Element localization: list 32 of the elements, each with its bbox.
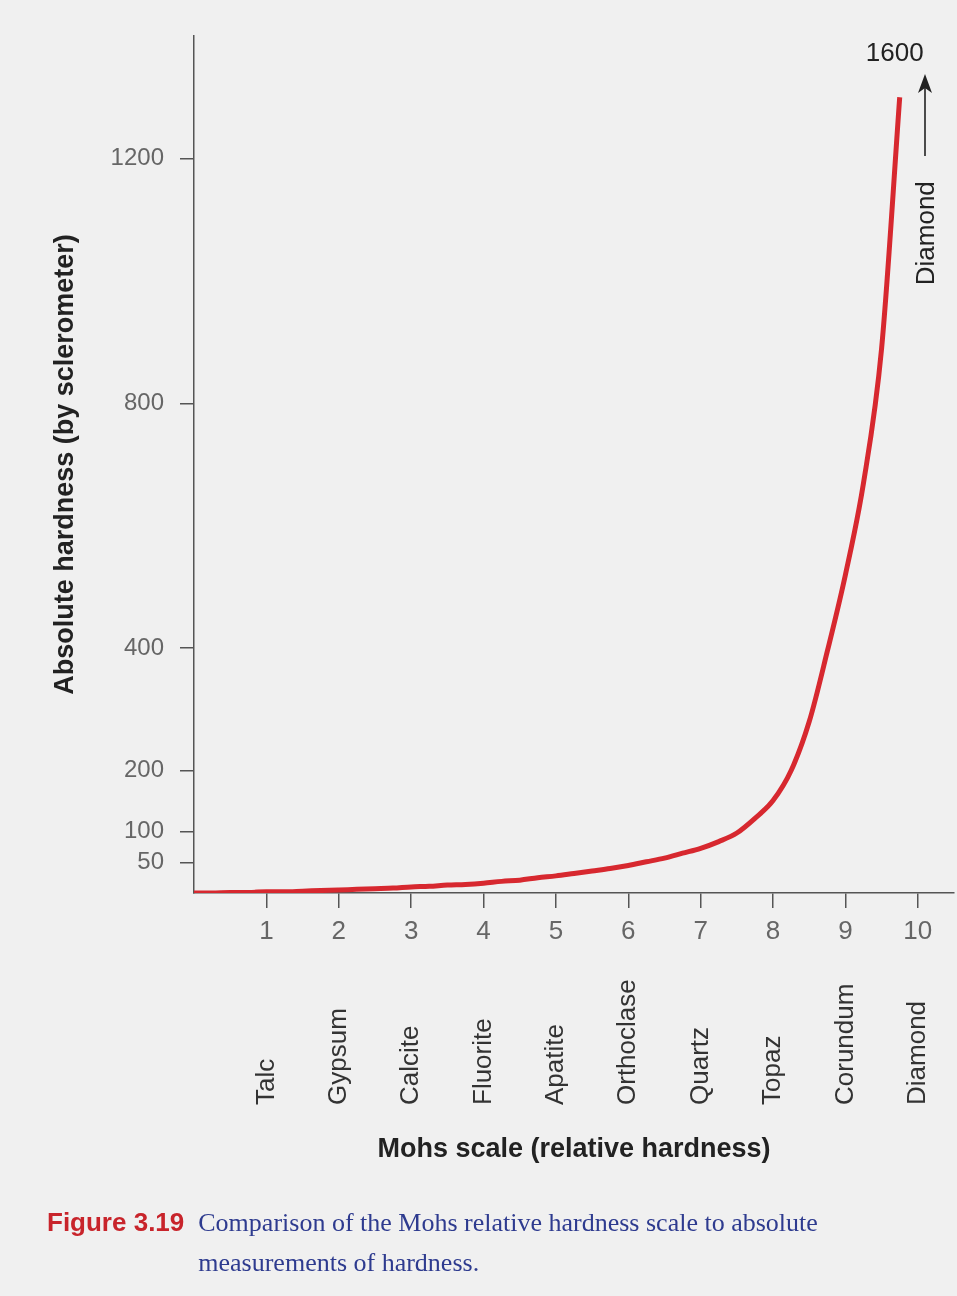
x-tick-label: Talc xyxy=(249,1058,280,1105)
x2-tick-label: 9 xyxy=(838,914,853,945)
y-tick-label: 50 xyxy=(137,847,164,875)
x2-tick-label: 2 xyxy=(331,914,346,945)
x-tick-label: Orthoclase xyxy=(611,979,642,1105)
x2-tick-label: 5 xyxy=(548,914,564,945)
x-tick-label: Apatite xyxy=(539,1024,570,1105)
x-tick-label: Fluorite xyxy=(466,1018,497,1105)
caption: Figure 3.19 xyxy=(47,1206,185,1239)
x2-tick-label: 10 xyxy=(903,914,933,945)
x2-tick-label: 3 xyxy=(403,914,419,945)
x-tick-label: Diamond xyxy=(900,1000,931,1105)
y-tick-label: 1200 xyxy=(110,143,164,171)
annotation: Diamond xyxy=(909,181,940,286)
x2-tick-label: 4 xyxy=(476,914,491,945)
x-tick-label: Topaz xyxy=(756,1035,787,1105)
x2-tick-label: 1 xyxy=(259,914,274,945)
text: Comparison of the Mohs relative hardness scale to absolute measurements of hardness. xyxy=(198,1207,819,1279)
y-tick-label: 800 xyxy=(123,387,164,415)
x-tick-label: Gypsum xyxy=(321,1008,352,1105)
y-tick-label: 200 xyxy=(123,755,164,783)
x-tick-label: Calcite xyxy=(394,1025,425,1105)
y-tick-label: 400 xyxy=(123,632,164,660)
x-tick-label: Quartz xyxy=(683,1026,714,1105)
x2-tick-label: 7 xyxy=(693,914,708,945)
x2-tick-label: 6 xyxy=(621,914,636,945)
y-axis-title: Absolute hardness (by sclerometer) xyxy=(48,234,79,695)
x2-tick-label: 8 xyxy=(765,914,781,945)
x-axis-title: Mohs scale (relative hardness) xyxy=(377,1133,771,1164)
annotation: 1600 xyxy=(865,37,924,68)
x-tick-label: Corundum xyxy=(828,983,859,1105)
y-tick-label: 100 xyxy=(123,816,164,844)
